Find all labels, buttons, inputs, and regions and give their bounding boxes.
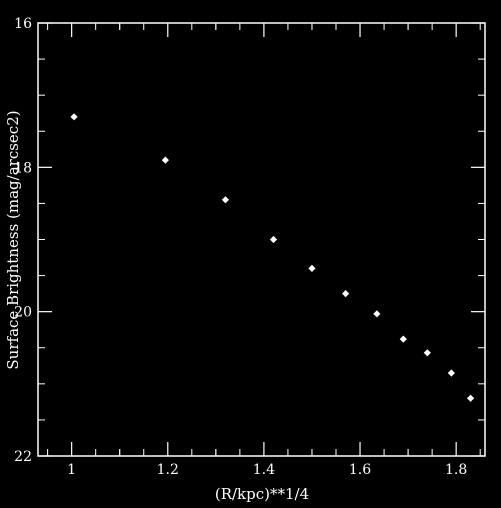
y-tick-label: 20 <box>14 305 32 321</box>
y-tick-labels: 16 18 20 22 <box>14 16 32 465</box>
y-tick-label: 18 <box>14 160 32 176</box>
data-point <box>373 310 381 318</box>
data-point <box>161 156 169 164</box>
x-tick-label: 1.2 <box>157 462 179 478</box>
data-point <box>447 369 455 377</box>
data-points <box>70 113 475 402</box>
x-tick-label: 1.8 <box>445 462 467 478</box>
axis-ticks <box>38 22 485 457</box>
data-point <box>269 235 278 244</box>
x-tick-label: 1.6 <box>349 462 371 478</box>
data-point <box>308 264 316 272</box>
x-axis-title: (R/kpc)**1/4 <box>215 485 309 503</box>
plot-frame <box>37 22 486 457</box>
data-point <box>466 394 475 402</box>
data-point <box>399 335 407 343</box>
x-tick-label: 1.4 <box>253 462 275 478</box>
y-tick-label: 22 <box>14 449 32 465</box>
y-tick-label: 16 <box>14 16 32 32</box>
data-point <box>342 290 350 298</box>
data-point <box>221 196 230 204</box>
data-point <box>423 349 431 357</box>
x-tick-label: 1 <box>67 462 76 478</box>
x-tick-labels: 1 1.2 1.4 1.6 1.8 <box>67 462 467 478</box>
y-axis-title: Surface Brightness (mag/arcsec2) <box>4 110 22 369</box>
data-point <box>70 113 78 121</box>
